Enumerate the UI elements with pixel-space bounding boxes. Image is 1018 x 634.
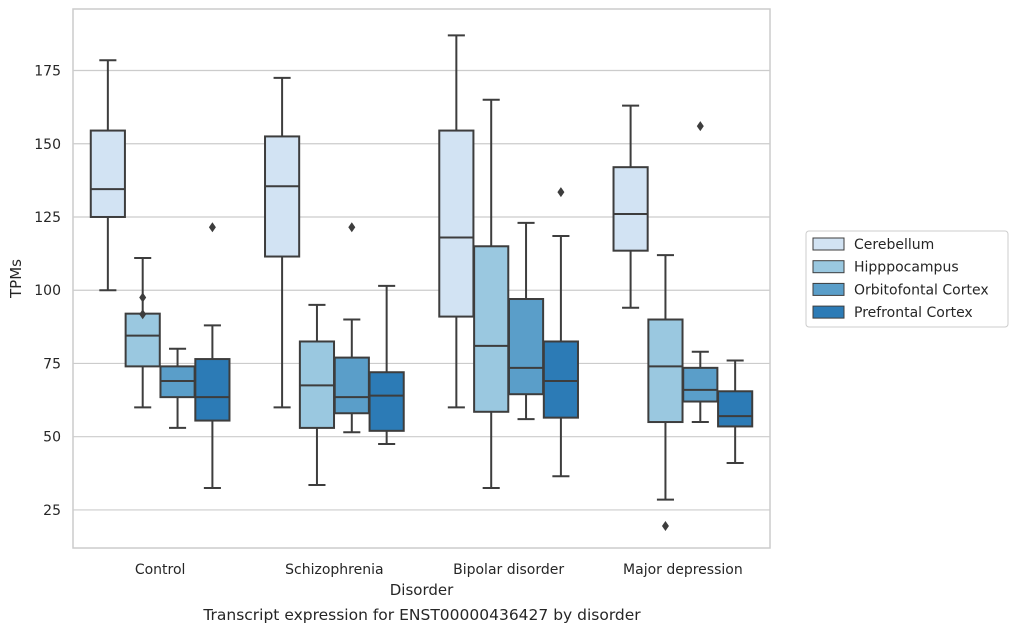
outlier-point [139, 309, 147, 320]
x-tick-label: Major depression [623, 562, 743, 578]
outlier-point [348, 222, 356, 233]
iqr-box [717, 390, 754, 428]
iqr-box [333, 356, 370, 415]
gridlines [73, 69, 770, 511]
box-hipppocampus [473, 98, 510, 489]
iqr-box [507, 298, 545, 396]
iqr-box [264, 135, 301, 258]
legend-label: Prefrontal Cortex [854, 305, 973, 321]
plot-area-frame [72, 8, 771, 549]
iqr-box [89, 129, 126, 218]
iqr-box [368, 371, 405, 432]
box-prefrontal-cortex [368, 284, 405, 446]
legend-swatch [812, 260, 845, 274]
box-orbitofontal-cortex [159, 347, 196, 429]
box-hipppocampus [124, 256, 161, 409]
box-orbitofontal-cortex [682, 121, 719, 424]
iqr-box [542, 340, 579, 419]
y-tick-label: 25 [43, 503, 61, 519]
y-tick-label: 100 [34, 283, 61, 299]
iqr-box [473, 245, 510, 413]
y-tick-label: 175 [34, 64, 61, 80]
box-cerebellum [612, 104, 649, 309]
y-tick-label: 75 [43, 356, 61, 372]
y-tick-label: 50 [43, 430, 61, 446]
iqr-box [682, 366, 719, 403]
box-cerebellum [264, 76, 301, 409]
box-orbitofontal-cortex [507, 221, 545, 421]
y-axis-title: TPMs [7, 259, 25, 299]
x-tick-label: Schizophrenia [285, 562, 383, 578]
y-tick-labels: 25 50 75 100 125 150 175 [34, 64, 61, 519]
legend-frame [805, 230, 1009, 328]
iqr-box [124, 312, 161, 368]
x-axis-title: Disorder [390, 581, 454, 599]
box-prefrontal-cortex [542, 187, 579, 478]
y-tick-label: 125 [34, 210, 61, 226]
legend-label: Cerebellum [854, 237, 934, 253]
x-tick-labels: Control Schizophrenia Bipolar disorder Majo… [135, 562, 743, 578]
outlier-point [139, 292, 147, 303]
box-prefrontal-cortex [194, 222, 231, 489]
outlier-point [557, 187, 565, 198]
iqr-box [612, 166, 649, 252]
outlier-point [696, 121, 704, 132]
legend-swatch [812, 305, 845, 319]
legend: Cerebellum Hipppocampus Orbitofontal Corte… [805, 230, 1009, 328]
iqr-box [194, 358, 231, 422]
legend-swatch [812, 237, 845, 251]
box-prefrontal-cortex [717, 359, 754, 465]
outlier-point [208, 222, 216, 233]
box-orbitofontal-cortex [333, 222, 370, 434]
legend-swatch [812, 282, 845, 296]
legend-label: Orbitofontal Cortex [854, 282, 989, 298]
figure-caption: Transcript expression for ENST0000043642… [203, 606, 641, 624]
iqr-box [438, 129, 475, 318]
y-tick-label: 150 [34, 137, 61, 153]
box-cerebellum [89, 59, 126, 292]
boxes [89, 34, 754, 532]
box-hipppocampus [647, 254, 684, 532]
legend-label: Hipppocampus [854, 260, 959, 276]
box-hipppocampus [298, 303, 336, 487]
x-tick-label: Bipolar disorder [453, 562, 564, 578]
outlier-point [661, 521, 669, 532]
box-cerebellum [438, 34, 475, 409]
x-tick-label: Control [135, 562, 186, 578]
iqr-box [647, 318, 684, 424]
